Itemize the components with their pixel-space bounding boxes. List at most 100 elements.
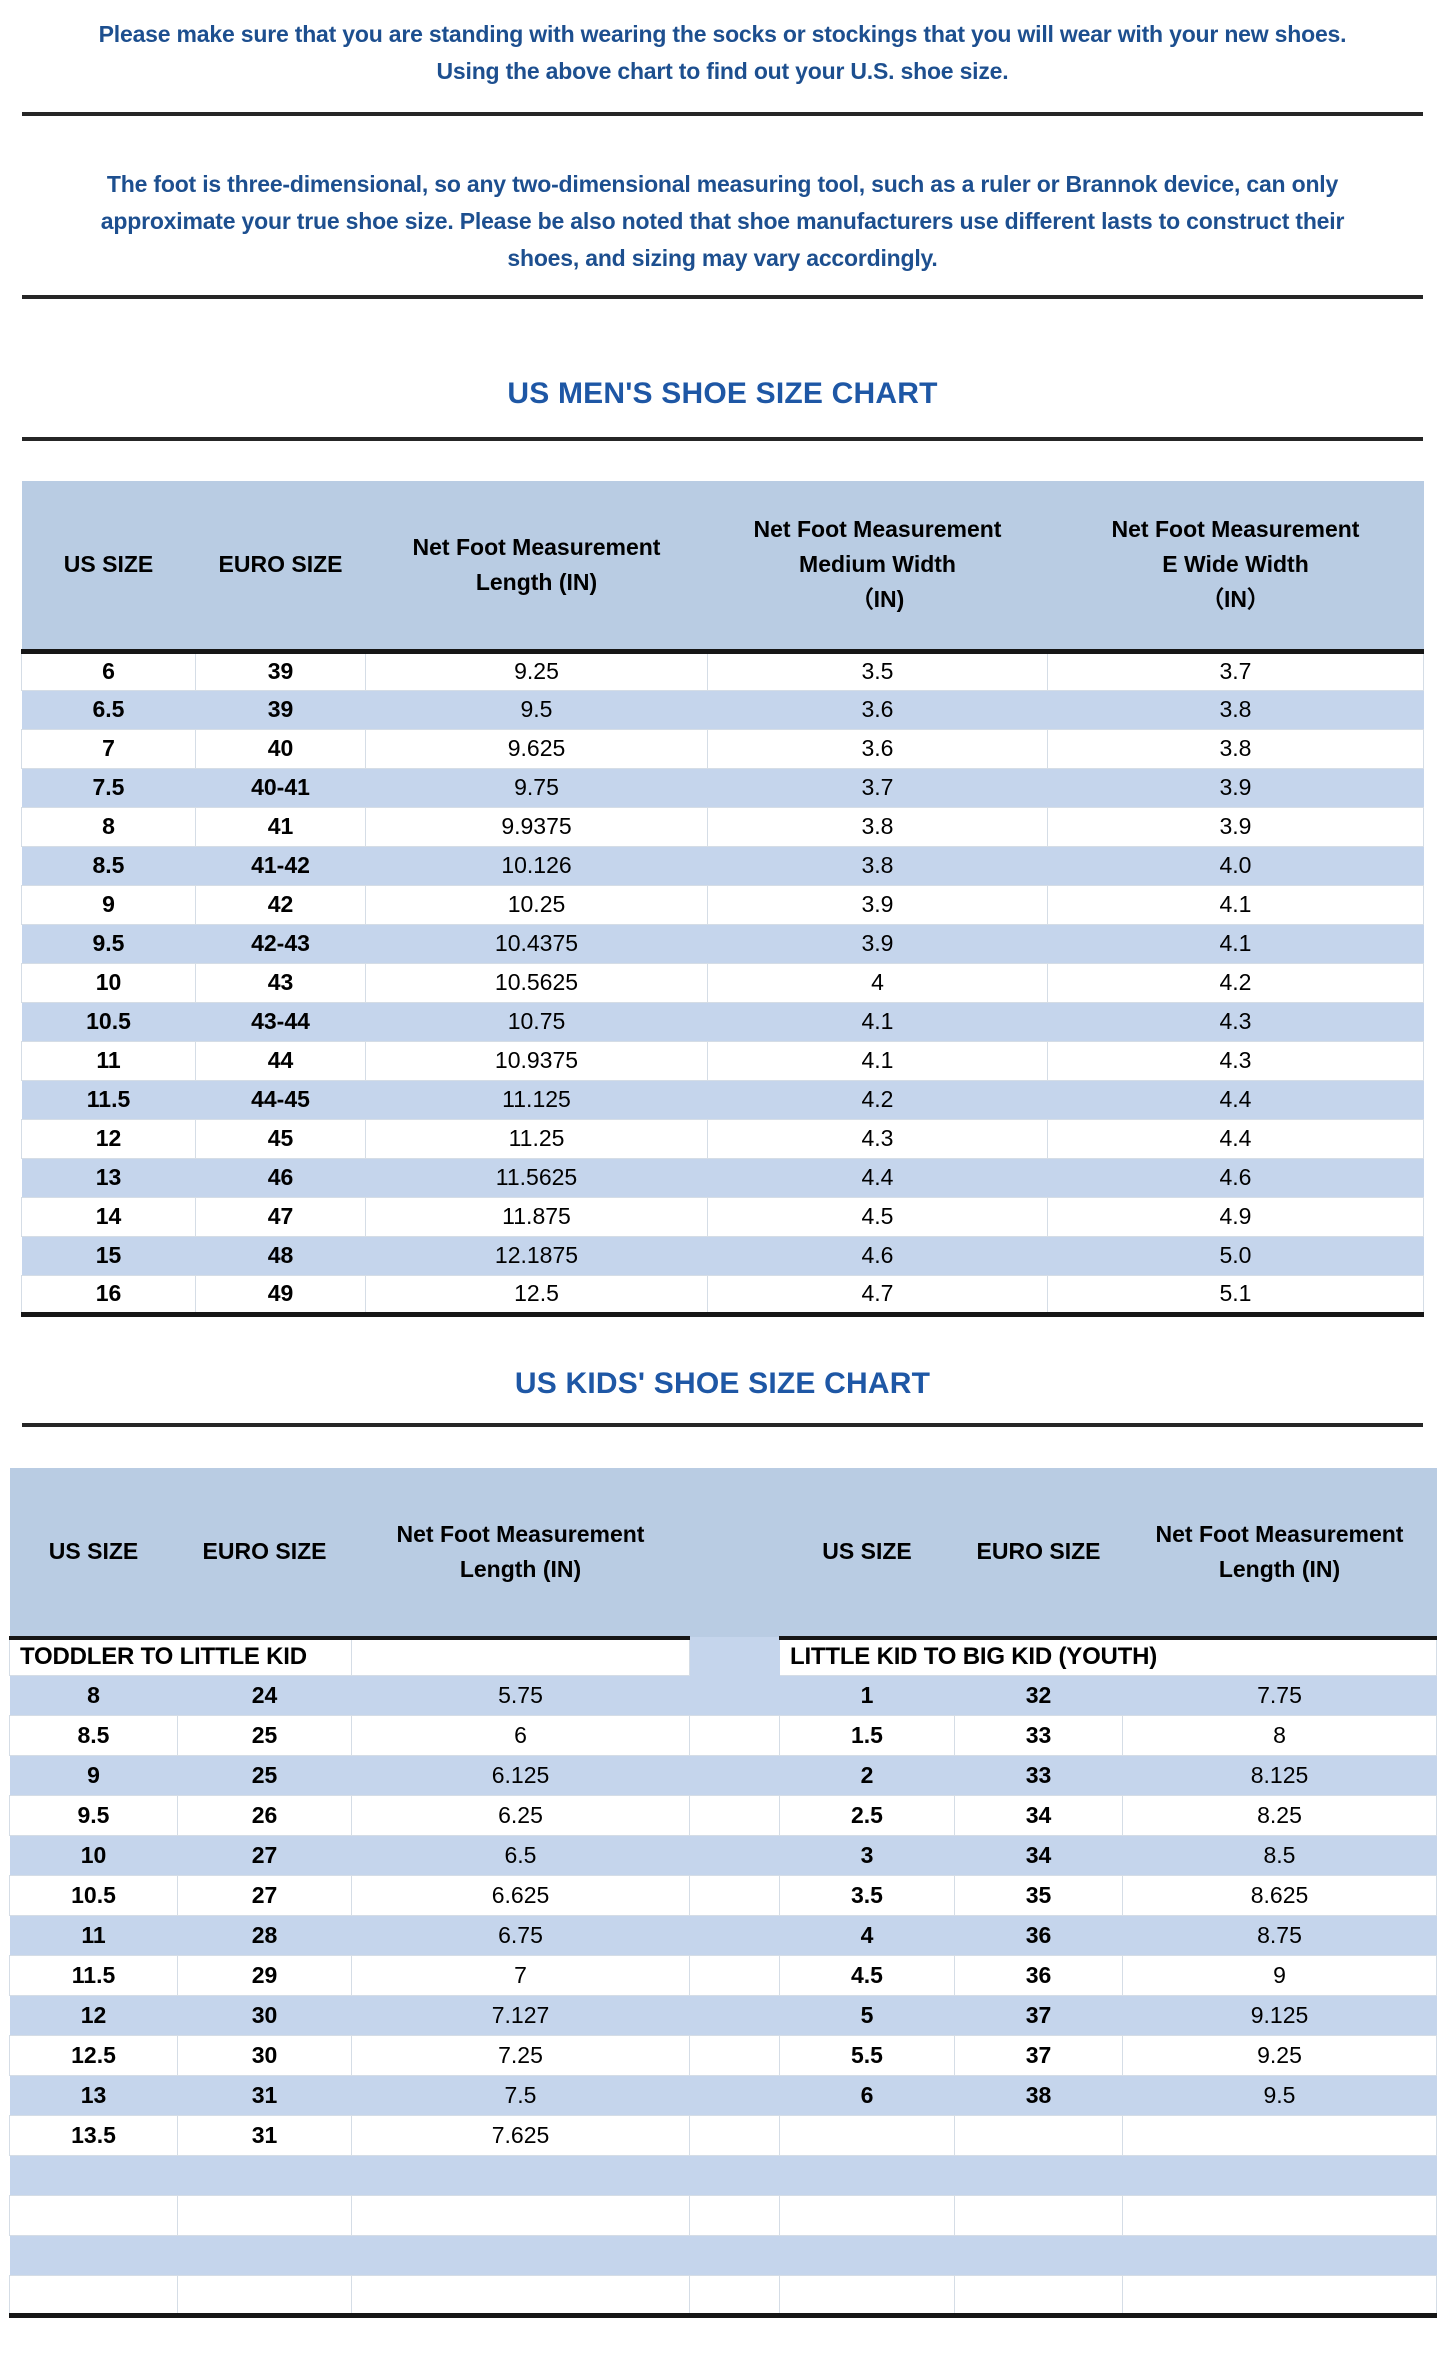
cell: 48 <box>195 1236 366 1275</box>
cell: 8.5 <box>1122 1835 1437 1876</box>
cell: 28 <box>177 1915 352 1956</box>
cell: 3.7 <box>707 768 1048 807</box>
cell: 4.3 <box>1047 1040 1424 1081</box>
cell: 12.5 <box>365 1274 708 1315</box>
cell: 1 <box>779 1675 955 1716</box>
cell: 49 <box>195 1274 366 1315</box>
cell: 11.125 <box>365 1080 708 1119</box>
cell: 47 <box>195 1196 366 1237</box>
cell: 4.2 <box>1047 962 1424 1003</box>
cell: 3 <box>779 1835 955 1876</box>
intro-paragraph-1: Please make sure that you are standing w… <box>98 21 1347 84</box>
divider-cell <box>689 2075 780 2116</box>
cell: 7.5 <box>351 2075 690 2116</box>
cell: 36 <box>954 1955 1123 1996</box>
column-header-e-wide-width: Net Foot Measurement E Wide Width （IN） <box>1047 481 1424 654</box>
cell: 11.25 <box>365 1118 708 1159</box>
cell: 6 <box>21 650 196 691</box>
cell: 11 <box>21 1040 196 1081</box>
cell: 10.5 <box>21 1002 196 1041</box>
cell <box>177 2275 352 2316</box>
cell: 25 <box>177 1715 352 1756</box>
cell: 30 <box>177 2035 352 2076</box>
cell: 2 <box>779 1755 955 1796</box>
cell: 45 <box>195 1118 366 1159</box>
table-row <box>9 2235 1437 2276</box>
cell: 4.7 <box>707 1274 1048 1315</box>
cell: 37 <box>954 2035 1123 2076</box>
divider-cell <box>689 1995 780 2036</box>
cell: 4.6 <box>1047 1158 1424 1197</box>
cell <box>351 2195 690 2236</box>
cell <box>1122 2115 1437 2156</box>
cell <box>779 2275 955 2316</box>
cell: 8 <box>21 806 196 847</box>
cell: 9.125 <box>1122 1995 1437 2036</box>
cell: 9 <box>21 884 196 925</box>
table-row: 9 42 10.25 3.9 4.1 <box>21 884 1424 925</box>
cell: 10.5 <box>9 1875 178 1916</box>
divider-cell <box>689 2155 780 2196</box>
cell: 10.4375 <box>365 924 708 963</box>
cell: 3.9 <box>707 924 1048 963</box>
cell: 38 <box>954 2075 1123 2116</box>
cell: 15 <box>21 1236 196 1275</box>
divider-cell <box>689 1875 780 1916</box>
cell: 10.75 <box>365 1002 708 1041</box>
table-row: 8 41 9.9375 3.8 3.9 <box>21 806 1424 847</box>
cell: 10.5625 <box>365 962 708 1003</box>
cell: 8.75 <box>1122 1915 1437 1956</box>
column-header-length: Net Foot Measurement Length (IN) <box>351 1467 690 1640</box>
cell: 4.3 <box>707 1118 1048 1159</box>
table-row: 10 27 6.5 3 34 8.5 <box>9 1835 1437 1876</box>
cell: 4 <box>779 1915 955 1956</box>
table-row: 6.5 39 9.5 3.6 3.8 <box>21 690 1424 729</box>
divider-rule <box>22 437 1423 441</box>
table-row <box>9 2195 1437 2236</box>
column-header-us-size: US SIZE <box>9 1467 178 1640</box>
divider-cell <box>689 1755 780 1796</box>
cell: 46 <box>195 1158 366 1197</box>
cell: 33 <box>954 1715 1123 1756</box>
cell: 6.125 <box>351 1755 690 1796</box>
cell: 3.8 <box>1047 728 1424 769</box>
cell: 12.1875 <box>365 1236 708 1275</box>
divider-cell <box>689 2195 780 2236</box>
cell: 11.5625 <box>365 1158 708 1197</box>
cell: 10 <box>9 1835 178 1876</box>
cell: 37 <box>954 1995 1123 2036</box>
table-row: 9.5 26 6.25 2.5 34 8.25 <box>9 1795 1437 1836</box>
cell: 10.126 <box>365 846 708 885</box>
mens-chart-title: US MEN'S SHOE SIZE CHART <box>507 377 938 410</box>
cell: 4.6 <box>707 1236 1048 1275</box>
cell: 16 <box>21 1274 196 1315</box>
cell: 13.5 <box>9 2115 178 2156</box>
cell: 8.5 <box>21 846 196 885</box>
table-row <box>9 2275 1437 2316</box>
cell: 4.4 <box>1047 1080 1424 1119</box>
cell: 8.125 <box>1122 1755 1437 1796</box>
table-row: 9 25 6.125 2 33 8.125 <box>9 1755 1437 1796</box>
cell: 31 <box>177 2075 352 2116</box>
cell: 25 <box>177 1755 352 1796</box>
cell: 3.9 <box>1047 768 1424 807</box>
cell: 40-41 <box>195 768 366 807</box>
cell: 7.5 <box>21 768 196 807</box>
table-row: 12 45 11.25 4.3 4.4 <box>21 1118 1424 1159</box>
cell: 39 <box>195 690 366 729</box>
column-header-length: Net Foot Measurement Length (IN) <box>365 481 708 654</box>
cell <box>351 2275 690 2316</box>
cell: 13 <box>9 2075 178 2116</box>
cell: 5.1 <box>1047 1274 1424 1315</box>
divider-cell <box>689 2275 780 2316</box>
table-row: 11.5 44-45 11.125 4.2 4.4 <box>21 1080 1424 1119</box>
kids-header-row: US SIZE EURO SIZE Net Foot Measurement L… <box>9 1467 1437 1640</box>
kids-size-table: US SIZE EURO SIZE Net Foot Measurement L… <box>9 1467 1437 2318</box>
table-row: 13 46 11.5625 4.4 4.6 <box>21 1158 1424 1197</box>
mens-header-row: US SIZE EURO SIZE Net Foot Measurement L… <box>21 481 1424 654</box>
cell: 35 <box>954 1875 1123 1916</box>
cell: 44-45 <box>195 1080 366 1119</box>
cell <box>9 2155 178 2196</box>
divider-cell <box>689 1955 780 1996</box>
cell: 8 <box>1122 1715 1437 1756</box>
